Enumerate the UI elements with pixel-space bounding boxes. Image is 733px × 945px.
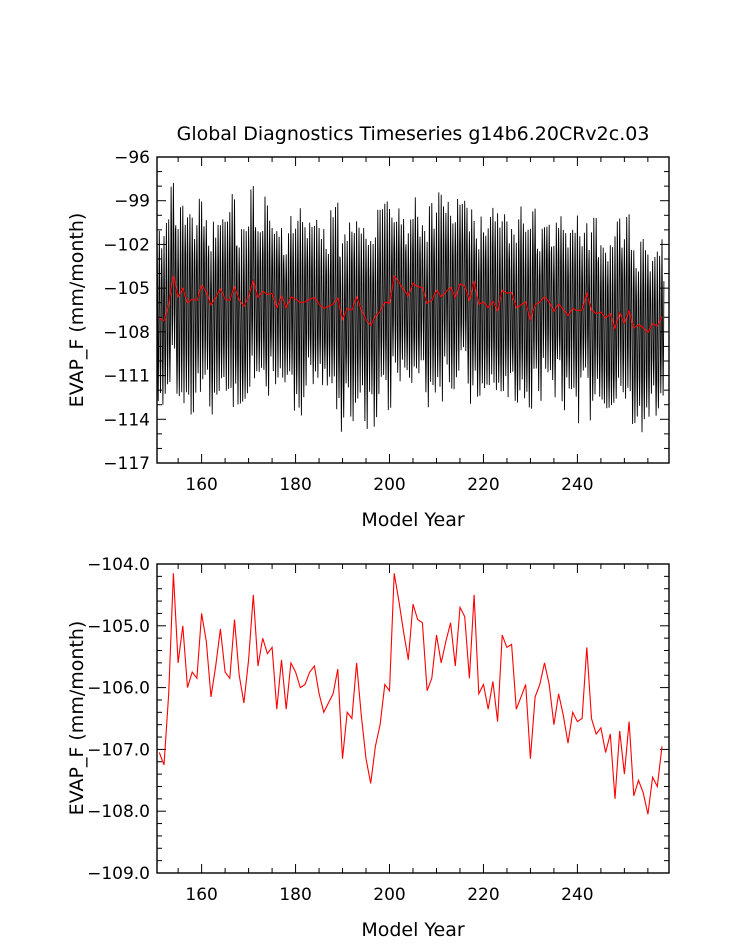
bottom-y-tick-label: −106.0 <box>87 679 150 699</box>
top-y-tick-label: −117 <box>103 454 150 474</box>
top-x-tick-label: 240 <box>561 475 593 495</box>
top-title: Global Diagnostics Timeseries g14b6.20CR… <box>177 123 650 145</box>
bottom-plot-frame <box>156 563 670 874</box>
top-x-tick-label: 160 <box>185 475 217 495</box>
top-series <box>156 182 665 433</box>
top-plot-frame <box>156 156 670 464</box>
bottom-x-tick-label: 180 <box>279 885 311 905</box>
top-y-tick-label: −99 <box>114 192 150 212</box>
bottom-y-tick-label: −104.0 <box>87 555 150 575</box>
top-y-tick-label: −114 <box>103 410 150 430</box>
top-x-tick-label: 220 <box>467 475 499 495</box>
bottom-x-tick-label: 220 <box>467 885 499 905</box>
top-panel: Global Diagnostics Timeseries g14b6.20CR… <box>66 123 670 531</box>
top-y-tick-label: −105 <box>103 279 150 299</box>
top-y-axis-label: EVAP_F (mm/month) <box>66 213 88 408</box>
bottom-annual-mean-line <box>158 573 663 815</box>
top-y-tick-label: −96 <box>114 148 150 168</box>
top-y-tick-label: −102 <box>103 235 150 255</box>
bottom-x-tick-label: 160 <box>185 885 217 905</box>
bottom-y-axis-label: EVAP_F (mm/month) <box>66 621 88 816</box>
bottom-y-tick-label: −107.0 <box>87 740 150 760</box>
bottom-ticks: 160 180 200 220 240 −104.0 −105.0 −106.0 −107.0 −… <box>87 555 669 905</box>
bottom-x-tick-label: 200 <box>373 885 405 905</box>
bottom-series <box>158 573 663 815</box>
top-x-tick-label: 200 <box>373 475 405 495</box>
bottom-y-tick-label: −108.0 <box>87 802 150 822</box>
top-y-tick-label: −108 <box>103 323 150 343</box>
bottom-x-tick-label: 240 <box>561 885 593 905</box>
bottom-panel: 160 180 200 220 240 −104.0 −105.0 −106.0 −107.0 −… <box>66 555 670 941</box>
top-annual-mean-line <box>159 274 663 334</box>
bottom-y-tick-label: −105.0 <box>87 617 150 637</box>
top-monthly-line <box>156 182 665 433</box>
top-ticks: 160 180 200 220 240 −96 −99 −102 −105 −108 −111 −11… <box>103 148 669 495</box>
top-x-axis-label: Model Year <box>361 509 465 531</box>
bottom-y-tick-label: −109.0 <box>87 864 150 884</box>
bottom-x-axis-label: Model Year <box>361 919 465 941</box>
top-y-tick-label: −111 <box>103 367 150 387</box>
top-x-tick-label: 180 <box>279 475 311 495</box>
